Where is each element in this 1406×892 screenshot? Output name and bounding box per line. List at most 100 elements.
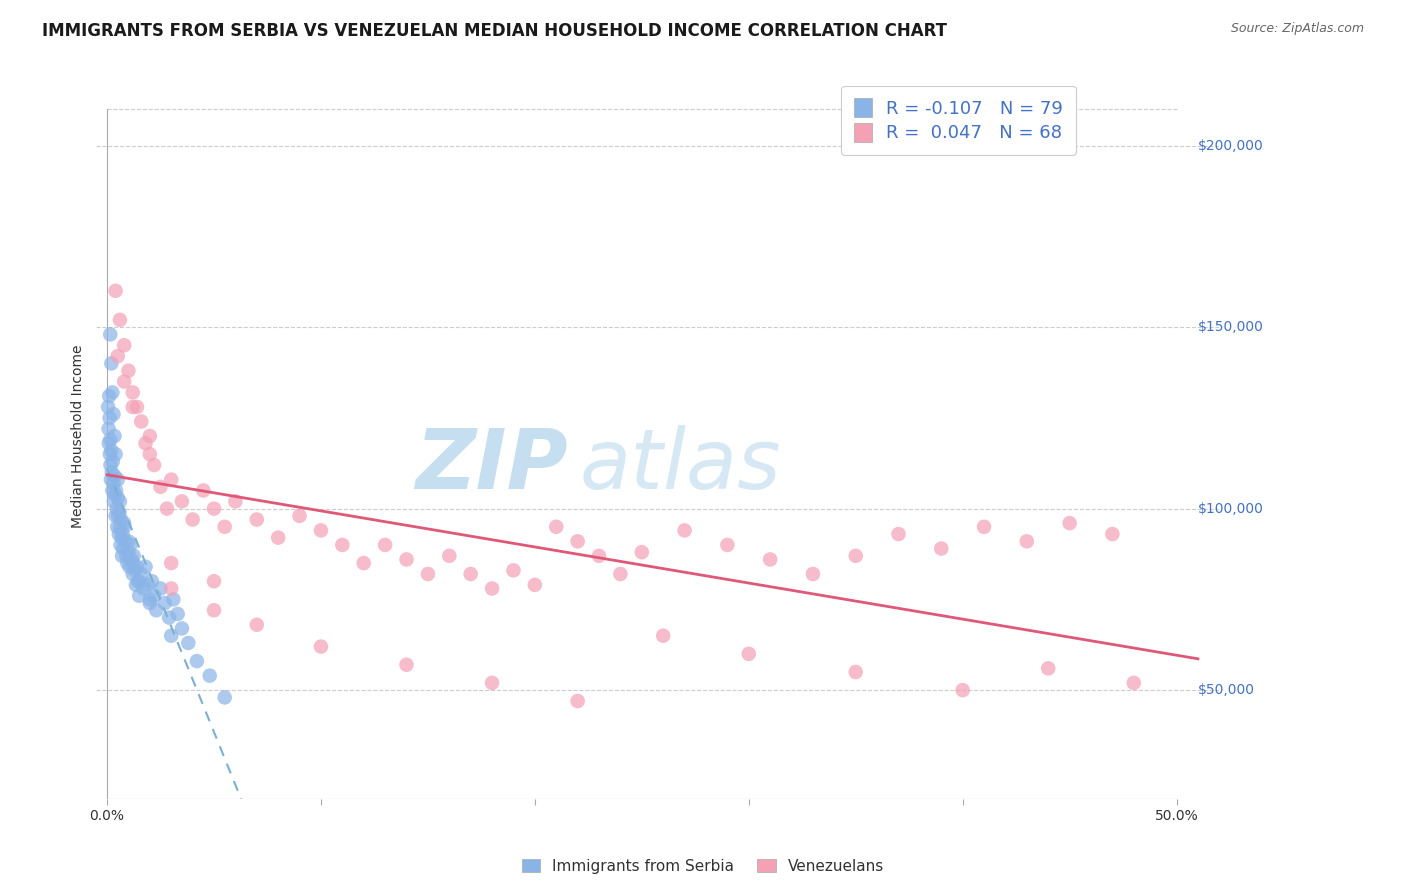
Point — [224, 494, 246, 508]
Point — [170, 622, 193, 636]
Point — [98, 389, 121, 403]
Point — [121, 556, 143, 570]
Point — [929, 541, 952, 556]
Text: atlas: atlas — [579, 425, 780, 506]
Point — [107, 491, 129, 505]
Point — [111, 549, 134, 563]
Point — [97, 422, 120, 436]
Point — [149, 480, 172, 494]
Point — [125, 578, 148, 592]
Point — [673, 524, 696, 538]
Point — [160, 629, 183, 643]
Point — [112, 338, 135, 352]
Point — [127, 574, 149, 589]
Point — [156, 501, 179, 516]
Point — [120, 538, 142, 552]
Point — [117, 534, 139, 549]
Point — [97, 436, 120, 450]
Point — [170, 494, 193, 508]
Point — [117, 556, 139, 570]
Point — [160, 582, 183, 596]
Point — [117, 545, 139, 559]
Point — [309, 640, 332, 654]
Point — [105, 520, 128, 534]
Text: $200,000: $200,000 — [1198, 138, 1264, 153]
Point — [145, 603, 167, 617]
Point — [652, 629, 675, 643]
Point — [481, 582, 503, 596]
Point — [104, 487, 127, 501]
Point — [160, 556, 183, 570]
Point — [845, 665, 868, 679]
Text: $50,000: $50,000 — [1198, 683, 1256, 698]
Point — [135, 436, 157, 450]
Point — [107, 349, 129, 363]
Point — [1059, 516, 1081, 530]
Point — [117, 364, 139, 378]
Point — [100, 466, 122, 480]
Point — [267, 531, 290, 545]
Point — [181, 512, 204, 526]
Point — [801, 566, 824, 581]
Point — [128, 574, 150, 589]
Point — [103, 494, 125, 508]
Point — [567, 694, 589, 708]
Point — [122, 549, 145, 563]
Point — [132, 582, 155, 596]
Point — [214, 690, 236, 705]
Point — [160, 473, 183, 487]
Point — [149, 582, 172, 596]
Point — [101, 483, 124, 498]
Point — [107, 473, 129, 487]
Y-axis label: Median Household Income: Median Household Income — [72, 344, 86, 528]
Point — [97, 400, 120, 414]
Point — [193, 483, 215, 498]
Point — [973, 520, 995, 534]
Point — [439, 549, 461, 563]
Point — [98, 433, 121, 447]
Point — [567, 534, 589, 549]
Point — [157, 610, 180, 624]
Point — [139, 596, 162, 610]
Point — [630, 545, 652, 559]
Point — [129, 415, 152, 429]
Point — [121, 385, 143, 400]
Point — [1122, 676, 1144, 690]
Point — [111, 527, 134, 541]
Point — [460, 566, 482, 581]
Text: ZIP: ZIP — [415, 425, 568, 506]
Point — [1038, 661, 1060, 675]
Point — [115, 549, 138, 563]
Point — [153, 596, 176, 610]
Point — [100, 443, 122, 458]
Text: $150,000: $150,000 — [1198, 320, 1264, 334]
Point — [125, 400, 148, 414]
Point — [1101, 527, 1123, 541]
Point — [104, 284, 127, 298]
Point — [101, 454, 124, 468]
Point — [523, 578, 546, 592]
Point — [845, 549, 868, 563]
Point — [98, 447, 121, 461]
Point — [100, 356, 122, 370]
Point — [139, 592, 162, 607]
Point — [118, 559, 141, 574]
Point — [738, 647, 761, 661]
Point — [114, 534, 136, 549]
Point — [716, 538, 738, 552]
Point — [330, 538, 353, 552]
Point — [103, 407, 125, 421]
Point — [121, 552, 143, 566]
Point — [246, 512, 269, 526]
Point — [103, 476, 125, 491]
Point — [104, 508, 127, 523]
Point — [104, 447, 127, 461]
Text: $100,000: $100,000 — [1198, 501, 1264, 516]
Point — [108, 520, 131, 534]
Point — [98, 327, 121, 342]
Point — [112, 520, 135, 534]
Point — [481, 676, 503, 690]
Point — [129, 566, 152, 581]
Point — [103, 469, 125, 483]
Point — [952, 683, 974, 698]
